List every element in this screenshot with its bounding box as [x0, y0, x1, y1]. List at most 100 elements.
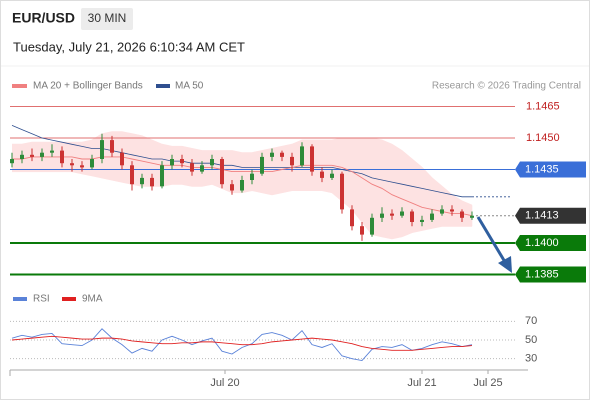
candle-body: [440, 209, 444, 214]
candle-body: [320, 171, 324, 178]
chart-title: EUR/USD: [12, 10, 75, 26]
subtitle: Tuesday, July 21, 2026 6:10:34 AM CET: [13, 39, 245, 54]
band-fill: [142, 135, 153, 187]
level-label: 1.1435: [525, 163, 559, 175]
band-fill: [202, 150, 213, 187]
source: Research © 2026 Trading Central: [432, 81, 581, 92]
band-fill: [12, 144, 23, 172]
band-fill: [432, 177, 443, 229]
timeframe-box: [81, 8, 133, 30]
candle-body: [360, 226, 364, 235]
candle-body: [460, 211, 464, 218]
candle-body: [370, 217, 374, 235]
candle-body: [450, 209, 454, 212]
level-label: 1.1450: [526, 132, 560, 144]
legend-label: RSI: [33, 294, 50, 305]
band-fill: [362, 138, 373, 235]
legend-label: 9MA: [82, 294, 103, 305]
legend-label: MA 50: [175, 81, 204, 92]
band-fill: [392, 144, 403, 239]
band-fill: [102, 131, 113, 180]
band-fill: [412, 159, 423, 233]
band-fill: [322, 140, 333, 193]
band-fill: [292, 140, 303, 191]
ma20-line: [12, 156, 473, 217]
rsi-tick-label: 50: [525, 334, 537, 346]
rsi-line: [11, 328, 473, 362]
candle-body: [110, 140, 114, 153]
band-fill: [372, 138, 383, 237]
candle-body: [350, 209, 354, 227]
level-label: 1.1400: [525, 237, 559, 249]
x-tick-label: Jul 21: [407, 377, 436, 389]
timeframe: 30 MIN: [88, 11, 127, 25]
candle-body: [100, 140, 104, 159]
candle-body: [240, 180, 244, 191]
level-label-box: [515, 266, 586, 283]
level-label: 1.1385: [525, 268, 559, 280]
x-tick-label: Jul 25: [473, 377, 502, 389]
band-fill: [402, 150, 413, 237]
candle-body: [330, 173, 334, 178]
candle-body: [260, 156, 264, 174]
band-fill: [452, 194, 463, 227]
level-label-box: [515, 235, 586, 251]
legend-swatch: [156, 84, 170, 88]
legend-label: MA 20 + Bollinger Bands: [33, 81, 143, 92]
candle-body: [160, 165, 164, 187]
candle-body: [170, 159, 174, 166]
candle-body: [180, 159, 184, 164]
candle-body: [430, 213, 434, 220]
candle-body: [10, 159, 14, 164]
band-fill: [22, 142, 33, 172]
band-fill: [152, 140, 163, 187]
candle-body: [40, 152, 44, 157]
band-fill: [242, 152, 253, 193]
band-fill: [352, 138, 363, 222]
arrow-head: [498, 256, 512, 273]
plot: Jul 20 Jul 21 Jul 25 1.1465 1.1450 1.1435 1.14…: [10, 100, 586, 389]
rsi-line: [11, 335, 473, 351]
band-fill: [92, 133, 103, 178]
candle-body: [470, 215, 474, 218]
candle-body: [420, 219, 424, 222]
candle-body: [340, 173, 344, 210]
band-line: [12, 131, 473, 206]
candle-body: [150, 177, 154, 187]
candle-body: [390, 213, 394, 216]
forecast-arrow: [476, 216, 507, 263]
candle-body: [310, 146, 314, 172]
level-label-box: [515, 207, 586, 224]
ma50-line: [11, 125, 472, 198]
candle-body: [220, 159, 224, 185]
candle-body: [130, 165, 134, 185]
band-fill: [382, 140, 393, 239]
band-fill: [422, 167, 433, 231]
candle-body: [120, 152, 124, 166]
candle-body: [50, 150, 54, 153]
level-label: 1.1413: [525, 210, 559, 222]
candle-body: [190, 163, 194, 172]
candle-body: [280, 152, 284, 157]
candle-body: [250, 173, 254, 180]
rsi-tick-label: 70: [525, 315, 537, 327]
candle-body: [380, 213, 384, 218]
candle-body: [90, 159, 94, 168]
candle-body: [140, 177, 144, 185]
candle-body: [60, 150, 64, 164]
level-label-box: [515, 161, 586, 178]
candle-body: [70, 163, 74, 166]
candle-body: [400, 211, 404, 216]
candle-body: [30, 154, 34, 157]
candle-body: [210, 159, 214, 166]
rsi-tick-label: 30: [525, 353, 537, 365]
candle-body: [200, 165, 204, 172]
candle-body: [80, 165, 84, 168]
candle-body: [300, 146, 304, 166]
candle-body: [270, 152, 274, 157]
band-fill: [342, 138, 353, 210]
band-fill: [82, 140, 93, 176]
candle-body: [20, 154, 24, 159]
candle-body: [290, 156, 294, 166]
